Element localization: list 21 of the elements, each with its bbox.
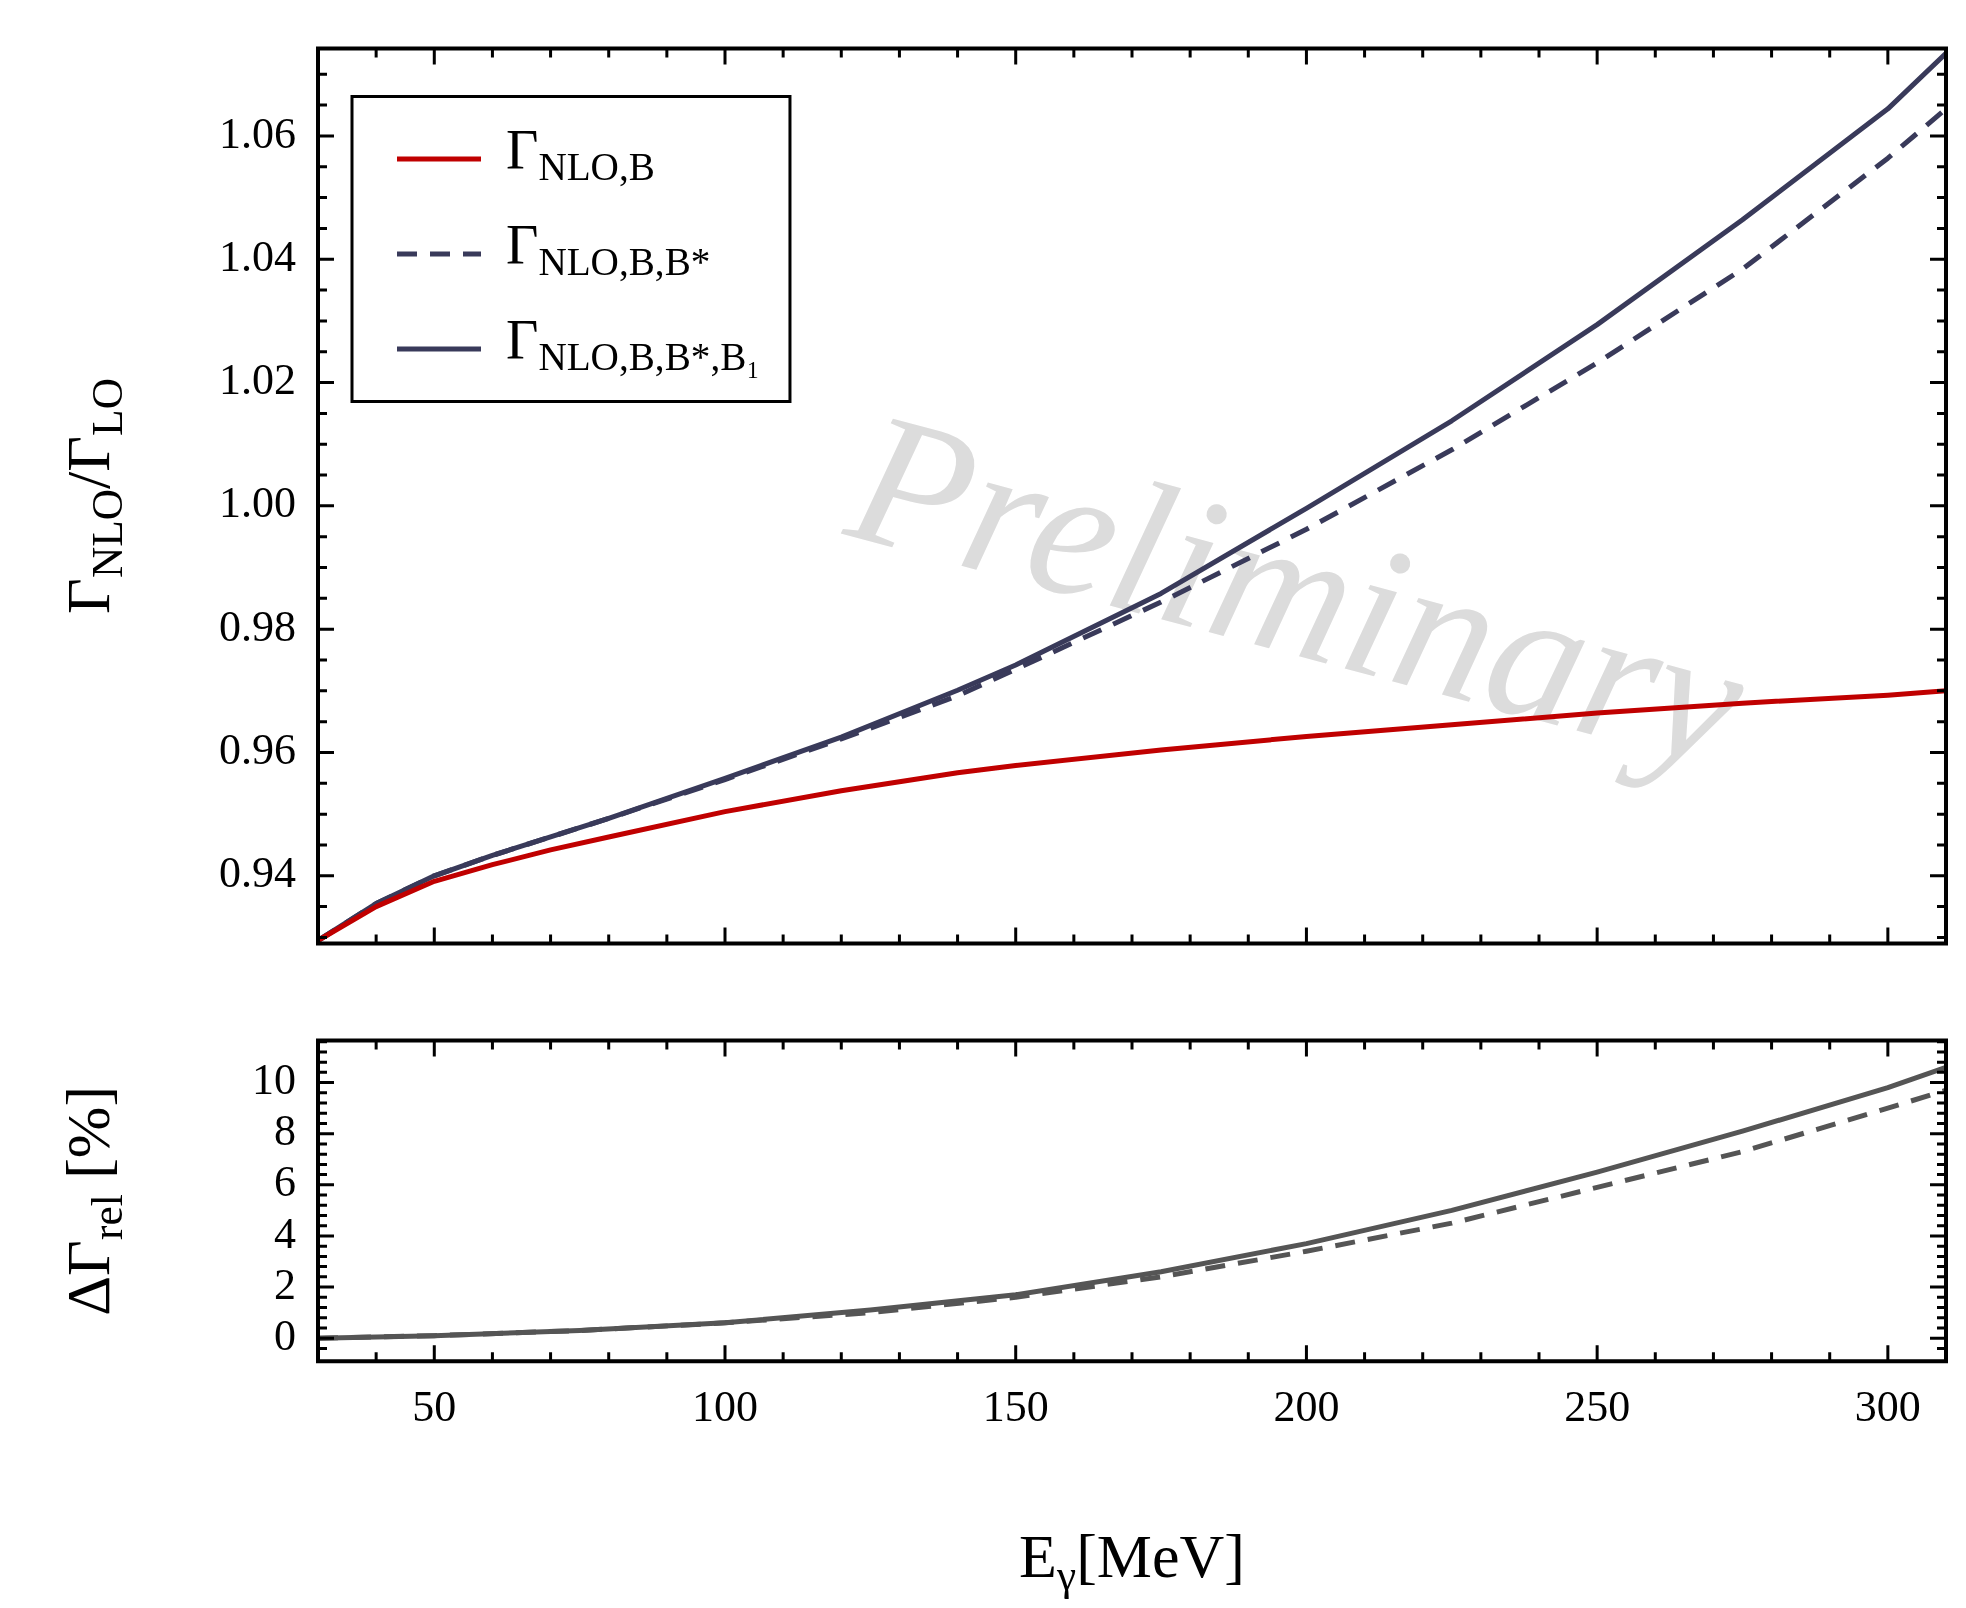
y-tick-label: 1.04 (219, 231, 296, 281)
y-tick-label: 1.02 (219, 355, 296, 405)
y-tick-label: 0.96 (219, 725, 296, 775)
y-tick-label: 8 (274, 1106, 296, 1156)
x-tick-label: 100 (692, 1382, 758, 1432)
y-tick-label: 1.06 (219, 108, 296, 158)
x-tick-label: 250 (1564, 1382, 1631, 1432)
y-tick-label: 6 (274, 1157, 296, 1207)
x-tick-label: 150 (982, 1382, 1049, 1432)
x-tick-label: 300 (1854, 1382, 1921, 1432)
y-tick-label: 1.00 (219, 478, 296, 528)
y-tick-label: 2 (274, 1259, 296, 1309)
y-tick-label: 0 (274, 1310, 296, 1360)
y-axis-title: ΓNLO/ΓLO (54, 378, 131, 614)
y-tick-label: 10 (252, 1055, 296, 1105)
x-tick-label: 50 (412, 1382, 457, 1432)
x-tick-label: 200 (1273, 1382, 1340, 1432)
y-axis-title: ΔΓrel [%] (54, 1085, 131, 1316)
y-tick-label: 0.98 (219, 601, 296, 651)
y-tick-label: 4 (274, 1208, 296, 1258)
y-tick-label: 0.94 (219, 848, 296, 898)
